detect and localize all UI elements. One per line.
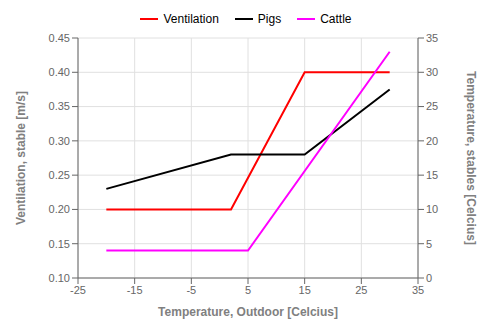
svg-text:-25: -25 [70, 284, 86, 296]
svg-text:0.35: 0.35 [49, 100, 70, 112]
svg-text:35: 35 [412, 284, 424, 296]
svg-text:0.25: 0.25 [49, 169, 70, 181]
svg-text:0.30: 0.30 [49, 135, 70, 147]
svg-text:Ventilation, stable [m/s]: Ventilation, stable [m/s] [14, 91, 28, 225]
svg-text:-15: -15 [127, 284, 143, 296]
svg-text:30: 30 [426, 66, 438, 78]
svg-text:35: 35 [426, 32, 438, 44]
svg-text:-5: -5 [186, 284, 196, 296]
svg-text:25: 25 [355, 284, 367, 296]
svg-text:0.15: 0.15 [49, 238, 70, 250]
svg-text:20: 20 [426, 135, 438, 147]
html-text:Cattle: Cattle [320, 12, 352, 26]
html-text:Pigs: Pigs [257, 12, 282, 26]
svg-text:5: 5 [245, 284, 251, 296]
svg-text:25: 25 [426, 100, 438, 112]
svg-text:5: 5 [426, 238, 432, 250]
svg-text:Temperature, Outdoor [Celcius]: Temperature, Outdoor [Celcius] [158, 305, 338, 319]
svg-text:0.20: 0.20 [49, 203, 70, 215]
svg-text:15: 15 [299, 284, 311, 296]
svg-text:10: 10 [426, 203, 438, 215]
html-text:Ventilation: Ventilation [163, 12, 219, 26]
svg-text:Temperature, stables [Celcius]: Temperature, stables [Celcius] [464, 71, 478, 245]
svg-text:0.10: 0.10 [49, 272, 70, 284]
svg-text:15: 15 [426, 169, 438, 181]
svg-text:0.45: 0.45 [49, 32, 70, 44]
svg-text:0: 0 [426, 272, 432, 284]
svg-text:0.40: 0.40 [49, 66, 70, 78]
